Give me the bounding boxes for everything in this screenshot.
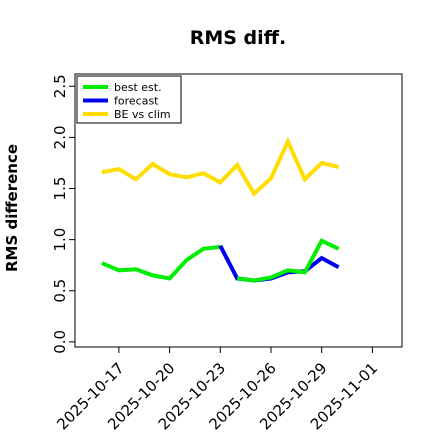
y-tick-label: 0.5 [51, 279, 69, 303]
y-tick-label: 0.0 [51, 330, 69, 354]
legend-label: BE vs clim [114, 108, 171, 121]
y-tick-label: 2.0 [51, 125, 69, 149]
legend-label: best est. [114, 81, 162, 94]
y-tick-label: 1.5 [51, 177, 69, 201]
y-tick-label: 2.5 [51, 74, 69, 98]
series-group [101, 136, 340, 283]
series-line-best-est- [236, 238, 340, 283]
y-axis-label: RMS difference [3, 144, 21, 272]
y-axis: 0.0 0.5 1.0 1.5 2.0 2.5 [51, 74, 75, 354]
y-tick-label: 1.0 [51, 228, 69, 252]
legend-label: forecast [114, 95, 159, 108]
chart-title: RMS diff. [190, 27, 287, 49]
x-axis: 2025-10-172025-10-202025-10-232025-10-26… [53, 347, 381, 433]
series-line-best-est- [101, 244, 221, 281]
series-line-be-vs-clim [101, 136, 340, 197]
